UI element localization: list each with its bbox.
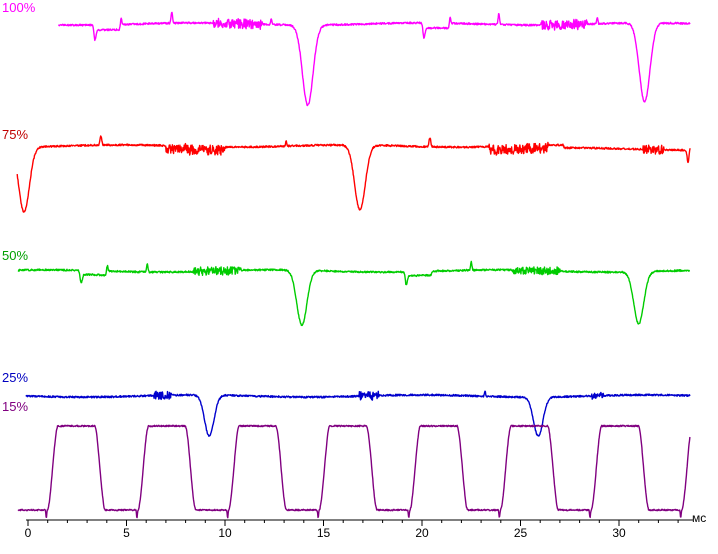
trace-50%: [17, 260, 691, 327]
trace-100%: [57, 11, 691, 107]
trace-75%: [16, 135, 691, 213]
series-label-75pct: 75%: [2, 127, 29, 142]
series-label-100pct: 100%: [2, 0, 36, 15]
series-label-50pct: 50%: [2, 248, 29, 263]
series-label-25pct: 25%: [2, 370, 29, 385]
x-tick-label: 0: [25, 526, 32, 540]
series-label-15pct: 15%: [2, 399, 29, 414]
x-tick-label: 25: [514, 526, 528, 540]
x-tick-label: 5: [123, 526, 130, 540]
trace-25%: [25, 390, 691, 437]
x-tick-label: 10: [218, 526, 232, 540]
x-axis-unit-label: мс: [692, 511, 707, 525]
trace-15%: [17, 424, 691, 519]
x-tick-label: 30: [612, 526, 626, 540]
x-tick-label: 15: [317, 526, 331, 540]
x-tick-label: 20: [415, 526, 429, 540]
